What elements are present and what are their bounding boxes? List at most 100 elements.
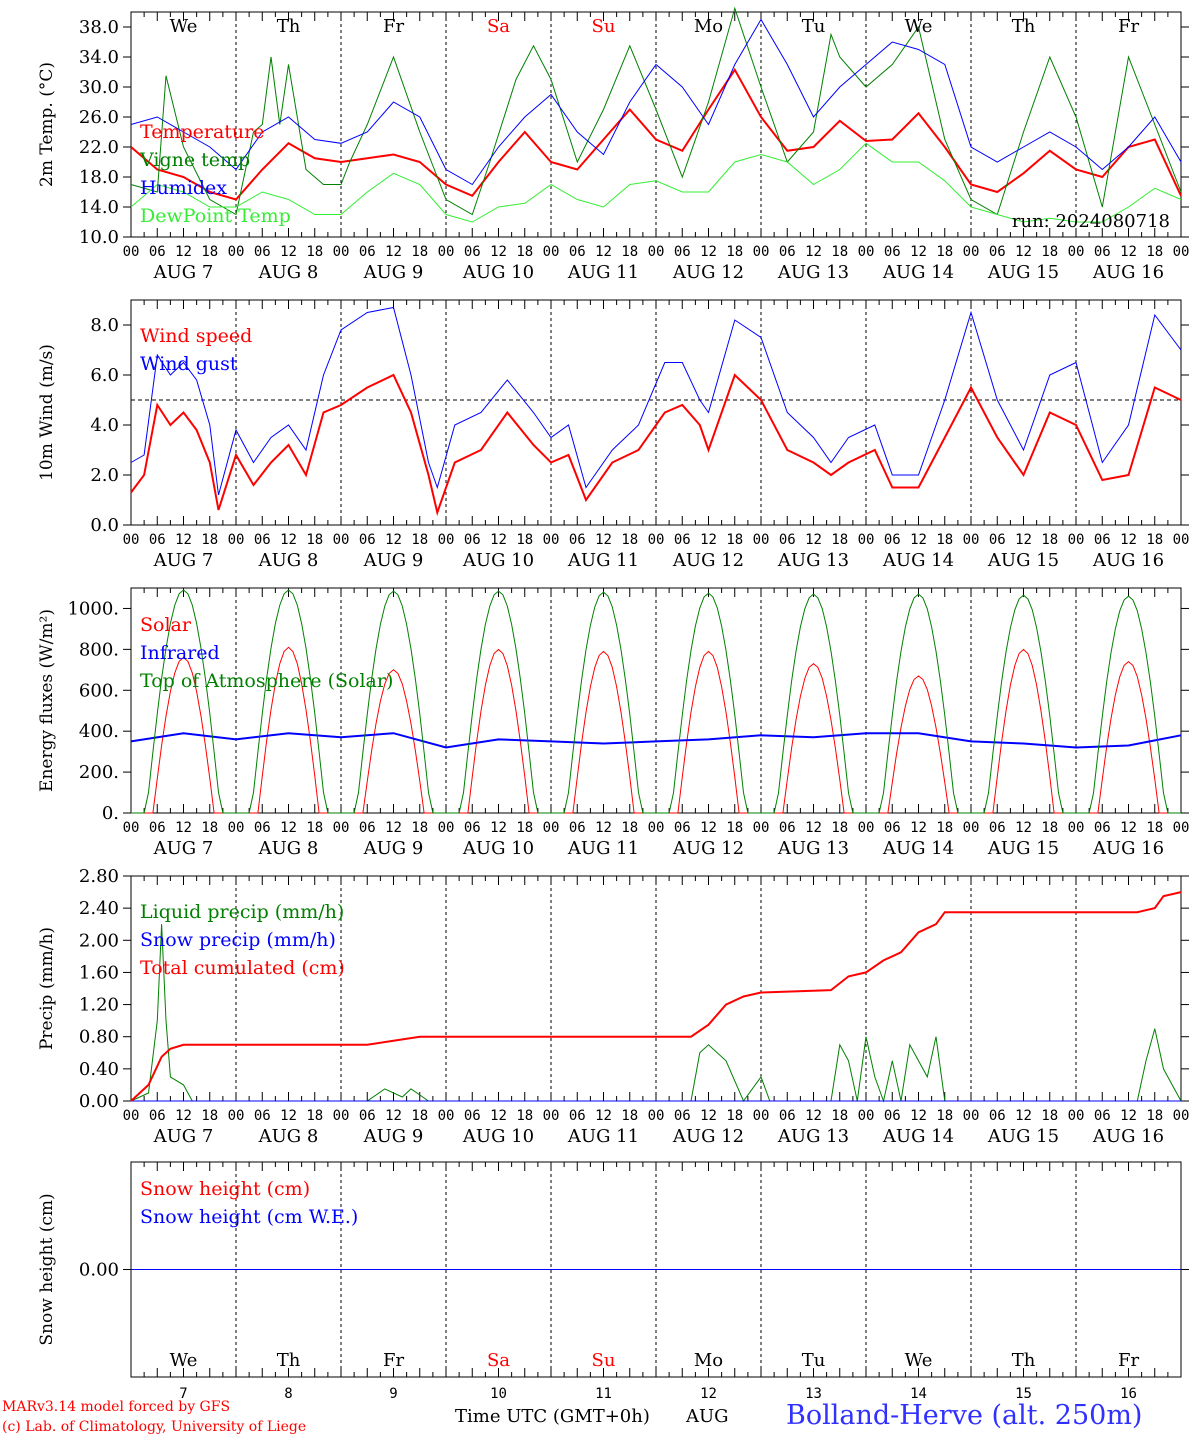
series-line-1: [130, 6, 1182, 216]
hour-label: 18: [411, 532, 428, 548]
date-label: AUG 12: [672, 1126, 744, 1147]
hour-label: 12: [280, 532, 297, 548]
date-label: AUG 12: [672, 550, 744, 571]
y-tick-label: 8.0: [90, 315, 119, 336]
y-tick-label: 600.: [79, 680, 119, 701]
hour-label: 12: [1015, 1108, 1032, 1124]
date-label: AUG 7: [153, 550, 214, 571]
y-tick-label: 2.40: [79, 898, 119, 919]
legend-entry: Humidex: [140, 177, 227, 199]
hour-label: 18: [411, 244, 428, 260]
hour-label: 12: [175, 820, 192, 836]
date-label: AUG 9: [363, 262, 424, 283]
y-tick-label: 30.0: [79, 77, 119, 98]
plot-frame: [130, 587, 1182, 814]
hour-label: 00: [228, 1108, 245, 1124]
y-tick-label: 200.: [79, 762, 119, 783]
hour-label: 18: [306, 532, 323, 548]
date-label: AUG 11: [567, 838, 639, 859]
weekday-label-top: We: [170, 16, 198, 37]
hour-label: 12: [595, 244, 612, 260]
date-label: AUG 7: [153, 262, 214, 283]
hour-label: 00: [228, 820, 245, 836]
day-number-label: 8: [284, 1386, 292, 1402]
hour-label: 06: [674, 244, 691, 260]
hour-label: 12: [385, 1108, 402, 1124]
hour-label: 00: [963, 1108, 980, 1124]
date-label: AUG 13: [777, 550, 849, 571]
legend-entry: Liquid precip (mm/h): [140, 901, 344, 923]
hour-label: 06: [464, 820, 481, 836]
hour-label: 00: [963, 244, 980, 260]
y-tick-label: 0.40: [79, 1059, 119, 1080]
hour-label: 18: [1041, 244, 1058, 260]
hour-label: 12: [595, 1108, 612, 1124]
date-label: AUG 15: [987, 838, 1059, 859]
weekday-label-top: Mo: [694, 16, 723, 37]
date-label: AUG 15: [987, 262, 1059, 283]
hour-label: 00: [753, 532, 770, 548]
hour-label: 00: [543, 244, 560, 260]
hour-label: 18: [201, 1108, 218, 1124]
hour-label: 06: [464, 1108, 481, 1124]
hour-label: 06: [1094, 1108, 1111, 1124]
hour-label: 12: [385, 820, 402, 836]
hour-label: 12: [910, 1108, 927, 1124]
hour-label: 18: [726, 1108, 743, 1124]
date-label: AUG 8: [258, 1126, 319, 1147]
hour-label: 12: [385, 244, 402, 260]
date-label: AUG 7: [153, 838, 214, 859]
hour-label: 18: [1041, 820, 1058, 836]
hour-label: 06: [254, 244, 271, 260]
y-tick-label: 0.00: [79, 1260, 119, 1281]
hour-label: 12: [700, 1108, 717, 1124]
hour-label: 12: [1015, 532, 1032, 548]
weekday-label-top: Fr: [383, 16, 404, 37]
hour-label: 00: [543, 532, 560, 548]
hour-label: 06: [149, 1108, 166, 1124]
date-label: AUG 7: [153, 1126, 214, 1147]
hour-label: 12: [910, 820, 927, 836]
y-tick-label: 34.0: [79, 47, 119, 68]
hour-label: 00: [648, 1108, 665, 1124]
plot-frame: [130, 11, 1182, 238]
weekday-label-bottom: We: [905, 1350, 933, 1371]
date-label: AUG 13: [777, 262, 849, 283]
hour-label: 06: [359, 532, 376, 548]
hour-label: 18: [621, 244, 638, 260]
y-axis-label: Snow height (cm): [37, 1193, 57, 1345]
legend-entry: Wind gust: [140, 353, 238, 375]
hour-label: 12: [490, 820, 507, 836]
date-label: AUG 14: [882, 1126, 954, 1147]
y-tick-label: 26.0: [79, 107, 119, 128]
hour-label: 06: [989, 1108, 1006, 1124]
day-number-label: 12: [700, 1386, 717, 1402]
hour-label: 06: [779, 532, 796, 548]
hour-label: 18: [621, 820, 638, 836]
date-label: AUG 8: [258, 550, 319, 571]
hour-label: 00: [438, 532, 455, 548]
date-label: AUG 9: [363, 550, 424, 571]
footer-copyright: (c) Lab. of Climatology, University of L…: [2, 1419, 307, 1435]
hour-label: 18: [1146, 820, 1163, 836]
date-label: AUG 12: [672, 838, 744, 859]
hour-label: 12: [175, 1108, 192, 1124]
hour-label: 06: [569, 244, 586, 260]
hour-label: 06: [989, 244, 1006, 260]
date-label: AUG 14: [882, 838, 954, 859]
hour-label: 12: [700, 532, 717, 548]
hour-label: 12: [595, 532, 612, 548]
hour-label: 18: [936, 532, 953, 548]
y-tick-label: 800.: [79, 639, 119, 660]
date-label: AUG 11: [567, 1126, 639, 1147]
hour-label: 00: [648, 244, 665, 260]
hour-label: 18: [411, 1108, 428, 1124]
hour-label: 06: [884, 820, 901, 836]
hour-label: 06: [674, 1108, 691, 1124]
weekday-label-top: Th: [277, 16, 301, 37]
day-number-label: 7: [179, 1386, 187, 1402]
hour-label: 12: [805, 244, 822, 260]
hour-label: 00: [228, 244, 245, 260]
hour-label: 00: [123, 532, 140, 548]
day-number-label: 10: [490, 1386, 507, 1402]
